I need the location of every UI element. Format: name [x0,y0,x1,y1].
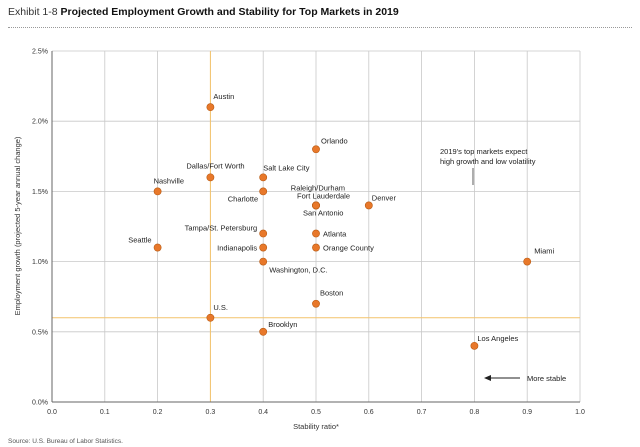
data-point [312,229,320,238]
data-point-label: Brooklyn [268,320,297,329]
x-tick-label: 0.3 [206,409,216,416]
data-point-label: Charlotte [228,194,258,203]
x-tick-label: 0.6 [364,409,374,416]
data-point [153,243,162,252]
annotations: 2019's top markets expect high growth an… [440,147,566,383]
x-tick-label: 0.2 [153,409,163,416]
exhibit-title: Projected Employment Growth and Stabilit… [60,6,399,18]
x-axis-title: Stability ratio* [293,422,339,431]
y-tick-label: 0.0% [32,400,48,407]
data-point-label: Seattle [128,236,151,245]
data-points [153,103,532,350]
data-point [312,201,320,210]
data-point [259,327,268,336]
title-divider [8,27,632,28]
tick-labels: 0.0 0.1 0.2 0.3 0.4 0.5 0.6 0.7 0.8 0.9 1.0 0.0% 0.5… [32,49,585,417]
data-point-label: Denver [372,193,397,202]
data-point-label: Orange County [323,244,374,253]
data-point-label: Fort Lauderdale [297,191,350,200]
data-point-label: Boston [320,289,343,298]
data-point [470,341,479,350]
annotation-note-line1: 2019's top markets expect [440,147,528,156]
x-tick-label: 0.9 [522,409,532,416]
data-point [206,173,215,182]
data-point-label: Dallas/Fort Worth [186,161,244,170]
data-point-label: U.S. [213,303,228,312]
y-tick-label: 0.5% [32,329,48,336]
x-tick-label: 0.5 [311,409,321,416]
data-point [312,243,320,252]
y-tick-label: 2.0% [32,119,48,126]
exhibit-number: Exhibit 1-8 [8,6,58,18]
data-point [206,313,215,322]
data-point-label: Miami [534,247,554,256]
x-tick-label: 0.7 [417,409,427,416]
y-axis-title: Employment growth (projected 5-year annu… [13,136,22,315]
data-point [259,229,268,238]
data-point-label: Orlando [321,136,348,145]
data-point-label: San Antonio [303,208,343,217]
data-point [206,103,215,112]
data-point-label: Atlanta [323,230,347,239]
more-stable-label: More stable [527,374,566,383]
x-tick-label: 0.8 [470,409,480,416]
data-point-label: Los Angeles [477,334,518,343]
data-point [259,173,268,182]
grid-layer [51,50,581,403]
data-point [312,299,320,308]
data-point-label: Washington, D.C. [269,266,328,275]
y-tick-label: 2.5% [32,49,48,56]
data-point [259,257,268,266]
data-point [259,187,268,196]
chart-title: Exhibit 1-8 Projected Employment Growth … [8,6,399,18]
source-note: Source: U.S. Bureau of Labor Statistics. [8,438,123,445]
x-tick-label: 0.1 [100,409,110,416]
data-point [523,257,532,266]
y-tick-label: 1.0% [32,259,48,266]
x-tick-label: 0.4 [258,409,268,416]
data-point-label: Nashville [154,176,184,185]
data-point [312,145,320,154]
data-point [364,201,373,210]
y-tick-label: 1.5% [32,189,48,196]
data-point-label: Indianapolis [217,244,257,253]
data-point-label: Tampa/St. Petersburg [185,224,258,233]
point-labels: Austin Orlando Dallas/Fort Worth Salt Lake … [128,92,554,343]
data-point-label: Austin [213,92,234,101]
axes [51,51,580,403]
data-point [259,243,268,252]
data-point [153,187,162,196]
data-point-label: Raleigh/Durham [291,183,345,192]
annotation-note-line2: high growth and low volatility [440,157,536,166]
x-tick-label: 0.0 [47,409,57,416]
x-tick-label: 1.0 [575,409,585,416]
more-stable-arrowhead [484,375,491,381]
data-point-label: Salt Lake City [263,163,310,172]
